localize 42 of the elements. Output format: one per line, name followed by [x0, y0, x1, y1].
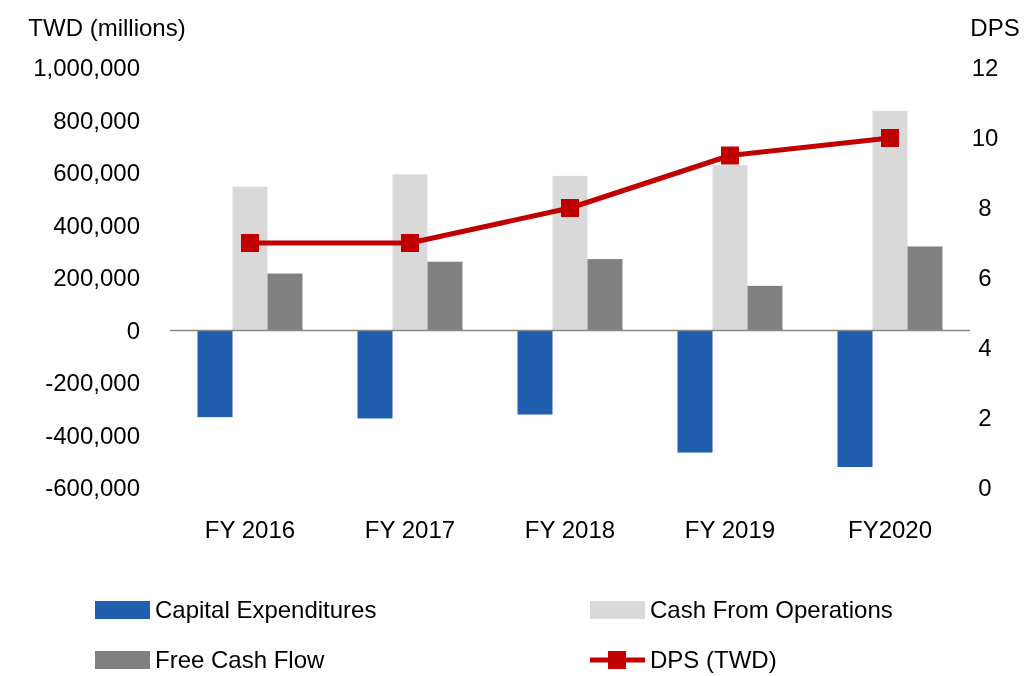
- x-tick-label: FY2020: [847, 516, 933, 544]
- y-tick-label: -600,000: [45, 474, 140, 502]
- bar: [552, 175, 588, 331]
- y2-tick-label: 2: [978, 404, 992, 432]
- y2-tick-label: 12: [971, 54, 999, 82]
- bar: [837, 330, 873, 467]
- x-tick-label: FY 2019: [684, 516, 776, 544]
- point: [721, 146, 739, 165]
- legend-label: Cash From Operations: [650, 596, 893, 624]
- y2-tick-label: 10: [971, 124, 999, 152]
- y-tick-label: 800,000: [53, 106, 140, 134]
- y-tick-label: -400,000: [45, 421, 140, 449]
- y2-tick-label: 4: [978, 334, 992, 362]
- y-tick-label: 0: [126, 316, 140, 344]
- bar: [517, 330, 553, 415]
- bar: [392, 174, 428, 331]
- x-tick-label: FY 2018: [524, 516, 616, 544]
- legend-label: Free Cash Flow: [155, 646, 326, 674]
- y2-tick-label: 6: [978, 264, 992, 292]
- bar: [677, 330, 713, 453]
- y2-axis-title: DPS: [970, 14, 1020, 42]
- legend-label: DPS (TWD): [650, 646, 777, 674]
- bar: [197, 330, 233, 418]
- x-tick-label: FY 2017: [364, 516, 456, 544]
- legend-label: Capital Expenditures: [155, 596, 377, 624]
- point: [881, 129, 899, 147]
- y2-tick-label: 8: [978, 194, 992, 222]
- y-tick-label: 200,000: [53, 264, 140, 292]
- point: [401, 234, 419, 252]
- bar: [357, 330, 393, 419]
- bar: [712, 165, 748, 331]
- point: [241, 234, 259, 252]
- y-tick-label: 1,000,000: [33, 54, 140, 82]
- y-axis-title: TWD (millions): [28, 14, 186, 42]
- point: [561, 199, 579, 217]
- x-tick-label: FY 2016: [204, 516, 296, 544]
- bar: [232, 186, 268, 331]
- y-tick-label: -200,000: [45, 369, 140, 397]
- y-tick-label: 600,000: [53, 159, 140, 187]
- y-tick-label: 400,000: [53, 211, 140, 239]
- bar: [872, 110, 908, 331]
- y2-tick-label: 0: [978, 474, 992, 502]
